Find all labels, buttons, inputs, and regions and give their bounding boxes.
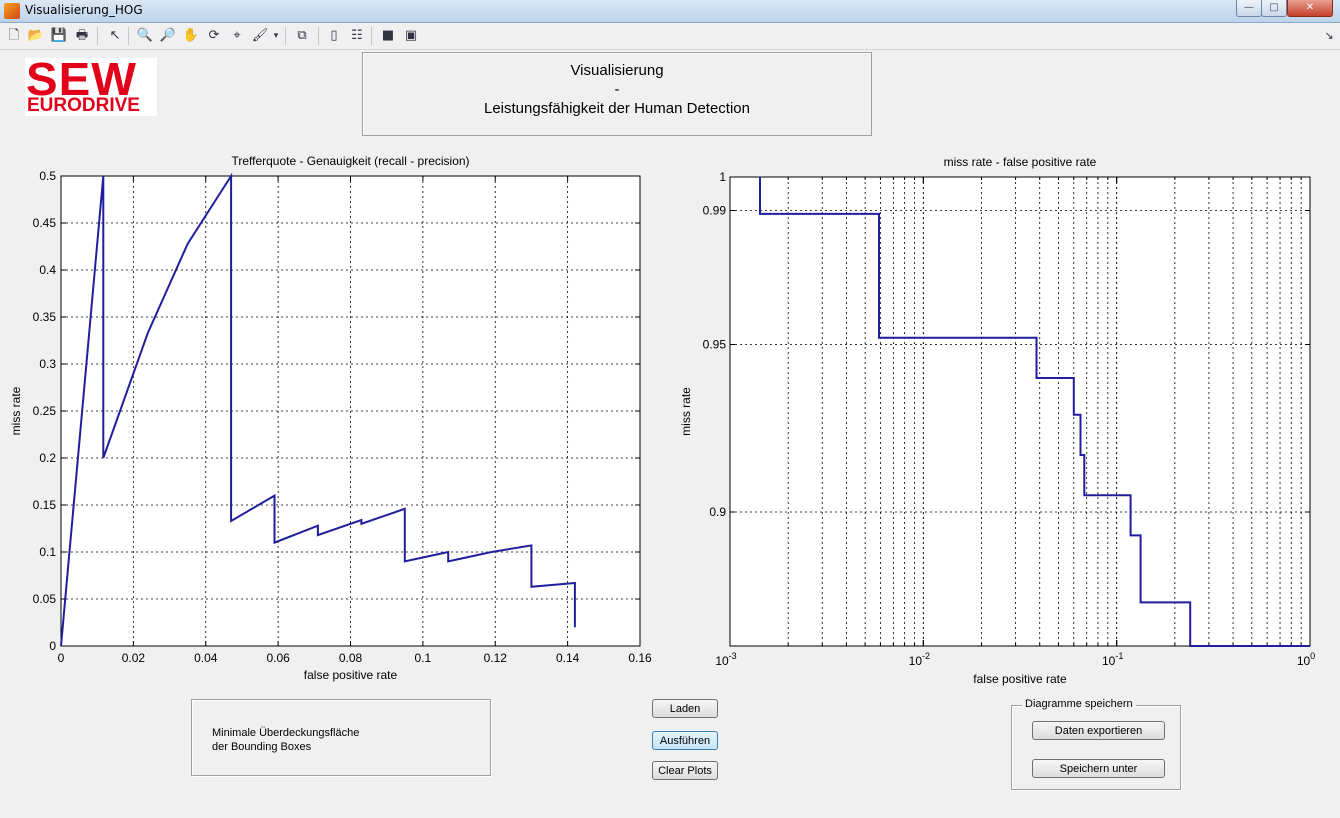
- dock-arrow-icon[interactable]: ↘: [1324, 29, 1334, 42]
- y-tick-label: 0.99: [703, 204, 727, 218]
- x-tick-label: 10-1: [1102, 651, 1123, 668]
- header-panel: Visualisierung - Leistungsfähigkeit der …: [362, 52, 872, 136]
- save-icon[interactable]: 💾: [50, 28, 68, 43]
- pan-hand-icon[interactable]: ✋: [182, 28, 200, 43]
- overlap-area-label: Minimale Überdeckungsfläche der Bounding…: [212, 726, 462, 754]
- toolbar-separator: [318, 27, 319, 45]
- y-tick-label: 0.2: [39, 451, 56, 465]
- x-tick-label: 0.14: [556, 651, 580, 665]
- save-group-label: Diagramme speichern: [1022, 698, 1136, 710]
- toolbar-separator: [371, 27, 372, 45]
- x-tick-label: 0.08: [339, 651, 363, 665]
- figure-toolbar: 🗋 📂 💾 🖶 ↖ 🔍 🔎 ✋ ⟳ ⌖ 🖌 ▾ ⧉ ▯ ☷ ■ ▣ ↘: [0, 23, 1340, 50]
- x-axis-label: false positive rate: [973, 672, 1067, 686]
- logo-text-eurodrive: EURODRIVE: [27, 95, 140, 116]
- zoom-in-icon[interactable]: 🔍: [136, 28, 154, 43]
- figure-client-area: SEW EURODRIVE Visualisierung - Leistungs…: [0, 50, 1340, 818]
- y-axis-label: miss rate: [679, 387, 693, 436]
- colorbar-icon[interactable]: ▯: [330, 28, 338, 43]
- recall-precision-chart[interactable]: 0 0.02 0.04 0.06 0.08 0.1 0.12 0.14 0.16 0 0.05 0.1…: [0, 150, 690, 710]
- header-title: Visualisierung: [570, 62, 664, 79]
- miss-rate-step-line: [759, 177, 1310, 647]
- y-tick-label: 0.95: [703, 338, 727, 352]
- chart-title: miss rate - false positive rate: [944, 155, 1097, 169]
- y-tick-label: 0.1: [39, 545, 56, 559]
- x-tick-label: 10-3: [715, 651, 736, 668]
- x-tick-label: 100: [1297, 651, 1315, 668]
- x-tick-label: 0.02: [122, 651, 146, 665]
- x-tick-label: 0.16: [628, 651, 652, 665]
- toolbar-separator: [97, 27, 98, 45]
- y-tick-label: 0.9: [709, 505, 726, 519]
- export-data-button[interactable]: Daten exportieren: [1032, 721, 1165, 740]
- brush-dropdown-icon[interactable]: ▾: [273, 31, 279, 41]
- x-tick-label: 0.12: [484, 651, 508, 665]
- toolbar-separator: [128, 27, 129, 45]
- x-tick-label: 10-2: [909, 651, 930, 668]
- matlab-app-icon: [4, 3, 20, 19]
- x-tick-label: 0.1: [415, 651, 432, 665]
- sew-eurodrive-logo: SEW EURODRIVE: [25, 53, 157, 116]
- rotate-3d-icon[interactable]: ⟳: [208, 28, 220, 43]
- maximize-button[interactable]: □: [1261, 0, 1287, 17]
- run-button[interactable]: Ausführen: [652, 731, 718, 750]
- miss-rate-fpr-chart[interactable]: 10-3 10-2 10-1 100 0.9 0.95 0.99 1 miss rate - f…: [660, 150, 1340, 710]
- x-tick-label: 0.04: [194, 651, 218, 665]
- y-tick-label: 0: [49, 639, 56, 653]
- show-plot-tools-icon[interactable]: ▣: [404, 28, 418, 43]
- clear-plots-button[interactable]: Clear Plots: [652, 761, 718, 780]
- y-tick-label: 0.5: [39, 169, 56, 183]
- load-button[interactable]: Laden: [652, 699, 718, 718]
- y-tick-label: 0.35: [33, 310, 57, 324]
- y-tick-label: 1: [719, 170, 726, 184]
- window-titlebar[interactable]: Visualisierung_HOG — □ ✕: [0, 0, 1340, 23]
- new-figure-icon[interactable]: 🗋: [8, 28, 20, 43]
- y-tick-label: 0.25: [33, 404, 57, 418]
- y-tick-label: 0.4: [39, 263, 56, 277]
- link-plot-icon[interactable]: ⧉: [297, 28, 307, 43]
- save-diagrams-group: Diagramme speichern Daten exportieren Sp…: [1011, 698, 1181, 790]
- y-tick-label: 0.15: [33, 498, 57, 512]
- edit-plot-pointer-icon[interactable]: ↖: [109, 28, 121, 43]
- x-tick-label: 0.06: [266, 651, 290, 665]
- minimize-button[interactable]: —: [1236, 0, 1262, 17]
- print-icon[interactable]: 🖶: [75, 28, 89, 43]
- y-tick-label: 0.3: [39, 357, 56, 371]
- open-file-icon[interactable]: 📂: [27, 28, 45, 43]
- close-button[interactable]: ✕: [1287, 0, 1333, 17]
- y-tick-label: 0.05: [33, 592, 57, 606]
- recall-precision-line: [60, 172, 576, 647]
- overlap-area-panel: Minimale Überdeckungsfläche der Bounding…: [191, 699, 491, 776]
- logo-text-sew: SEW: [26, 53, 138, 105]
- header-subtitle: Leistungsfähigkeit der Human Detection: [484, 100, 750, 117]
- x-tick-label: 0: [58, 651, 65, 665]
- overlap-label-line1: Minimale Überdeckungsfläche: [212, 727, 360, 739]
- y-axis-label: miss rate: [9, 386, 23, 435]
- brush-icon[interactable]: 🖌: [251, 28, 269, 43]
- legend-icon[interactable]: ☷: [351, 28, 363, 43]
- y-tick-label: 0.45: [33, 216, 57, 230]
- window-title: Visualisierung_HOG: [25, 3, 143, 17]
- x-axis-label: false positive rate: [304, 668, 398, 682]
- toolbar-separator: [285, 27, 286, 45]
- overlap-label-line2: der Bounding Boxes: [212, 741, 312, 753]
- hide-plot-tools-icon[interactable]: ■: [381, 28, 395, 43]
- plot-area: [729, 176, 1311, 647]
- zoom-out-icon[interactable]: 🔎: [159, 28, 177, 43]
- data-cursor-icon[interactable]: ⌖: [233, 28, 241, 43]
- save-as-button[interactable]: Speichern unter: [1032, 759, 1165, 778]
- chart-title: Trefferquote - Genauigkeit (recall - pre…: [231, 154, 469, 168]
- header-separator: -: [614, 81, 620, 98]
